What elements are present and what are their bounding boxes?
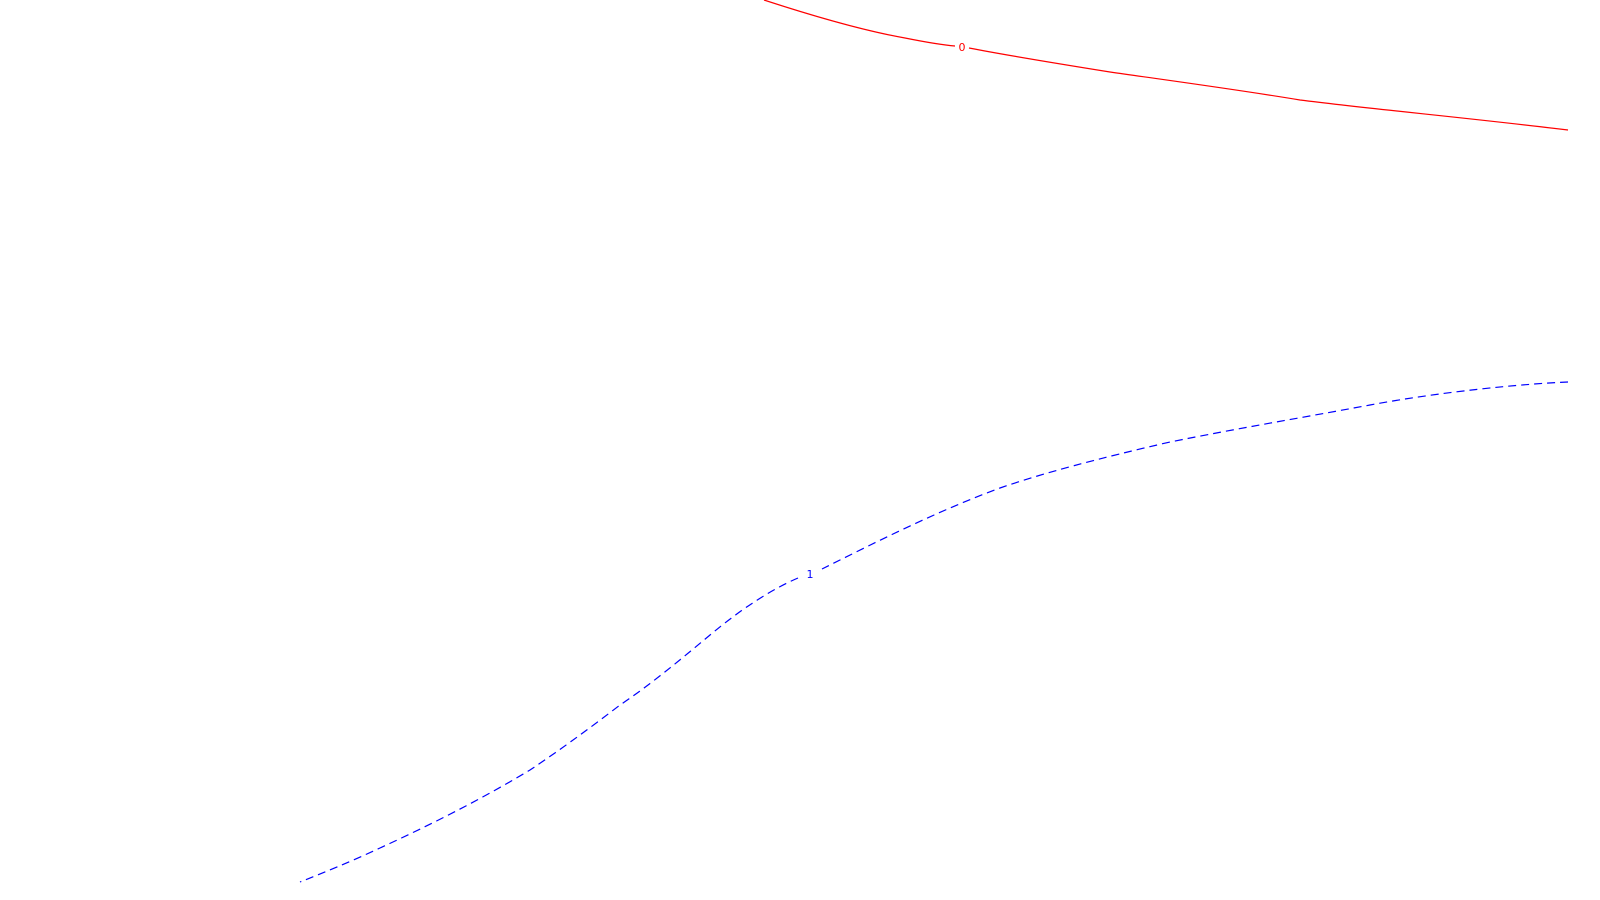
contour-1-path-left [299,577,799,883]
contour-1-path-right [821,381,1569,570]
contour-1-label: 1 [807,568,814,581]
contour-0-label: 0 [959,41,966,54]
contour-0-path-left [763,0,956,47]
contour-0-path-right [968,47,1569,131]
contour-line-0: 0 [763,0,1569,131]
contour-line-1: 1 [299,381,1569,883]
